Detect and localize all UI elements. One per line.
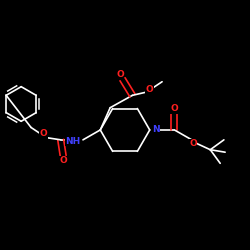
Text: O: O (59, 156, 67, 165)
Text: O: O (170, 104, 178, 114)
Text: O: O (40, 129, 47, 138)
Text: N: N (152, 126, 160, 134)
Text: O: O (146, 85, 154, 94)
Text: O: O (189, 139, 197, 148)
Text: O: O (116, 70, 124, 79)
Text: NH: NH (65, 136, 80, 145)
